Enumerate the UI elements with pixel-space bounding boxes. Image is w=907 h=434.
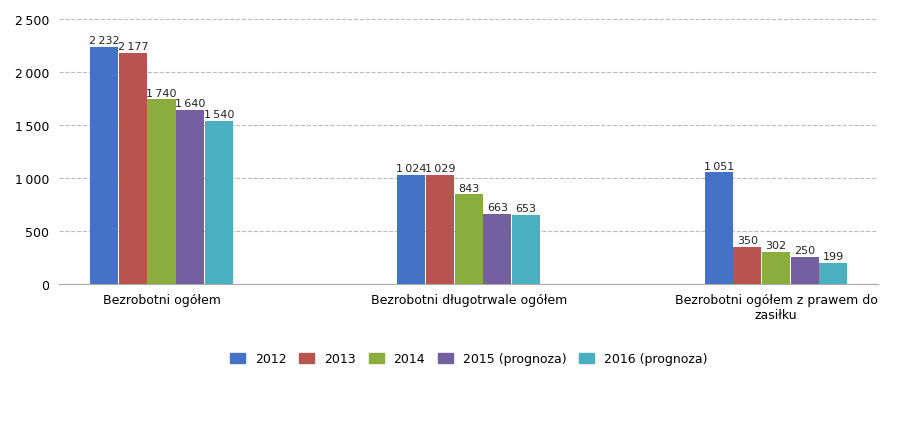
Text: 1 051: 1 051 <box>704 161 734 171</box>
Bar <box>397 176 425 284</box>
Bar <box>512 215 541 284</box>
Text: 1 029: 1 029 <box>424 164 455 174</box>
Bar <box>762 252 790 284</box>
Bar <box>90 48 118 284</box>
Text: 199: 199 <box>823 251 844 261</box>
Text: 1 024: 1 024 <box>396 164 426 174</box>
Bar <box>733 247 761 284</box>
Bar <box>819 263 847 284</box>
Bar <box>791 258 819 284</box>
Bar <box>119 54 147 284</box>
Bar <box>454 195 483 284</box>
Bar <box>148 100 176 284</box>
Text: 1 740: 1 740 <box>146 89 177 99</box>
Legend: 2012, 2013, 2014, 2015 (prognoza), 2016 (prognoza): 2012, 2013, 2014, 2015 (prognoza), 2016 … <box>227 349 711 369</box>
Text: 843: 843 <box>458 183 480 193</box>
Text: 1 640: 1 640 <box>175 99 205 109</box>
Text: 1 540: 1 540 <box>204 109 234 119</box>
Bar <box>426 175 454 284</box>
Text: 663: 663 <box>487 202 508 212</box>
Text: 250: 250 <box>795 246 815 256</box>
Text: 2 177: 2 177 <box>118 42 148 52</box>
Bar <box>176 111 204 284</box>
Bar <box>705 173 733 284</box>
Text: 653: 653 <box>515 203 537 213</box>
Text: 350: 350 <box>736 235 758 245</box>
Bar <box>205 122 233 284</box>
Bar <box>483 214 512 284</box>
Text: 302: 302 <box>766 240 786 250</box>
Text: 2 232: 2 232 <box>89 36 120 46</box>
